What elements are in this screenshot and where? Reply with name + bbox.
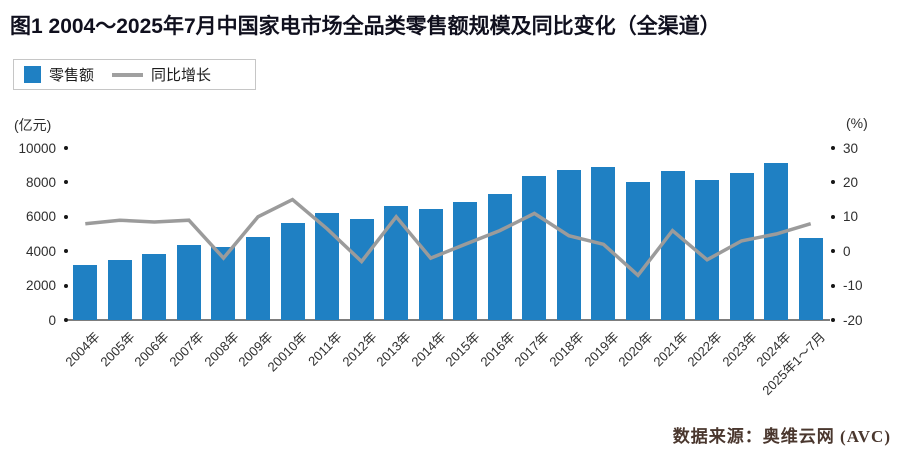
tick-dot <box>64 214 68 219</box>
right-tick-label: -20 <box>843 312 863 328</box>
x-tick-text: 2012年 <box>339 329 380 370</box>
bar <box>280 222 305 320</box>
left-axis-tick: 6000 <box>6 209 68 225</box>
right-tick-label: 10 <box>843 209 859 225</box>
right-tick-label: -10 <box>843 278 863 294</box>
data-source: 数据来源：奥维云网 (AVC) <box>672 427 891 446</box>
right-tick-label: 20 <box>843 174 859 190</box>
bar <box>73 264 98 320</box>
bar <box>522 175 547 320</box>
left-tick-label: 4000 <box>25 243 56 259</box>
x-tick-text: 2014年 <box>408 329 449 370</box>
chart-title: 图1 2004～2025年7月中国家电市场全品类零售额规模及同比变化（全渠道） <box>10 15 721 38</box>
x-tick-text: 2022年 <box>684 329 725 370</box>
left-axis-tick: 4000 <box>6 243 68 259</box>
right-axis-tick: 20 <box>831 174 897 190</box>
right-tick-label: 30 <box>843 140 859 156</box>
right-axis-tick: -10 <box>831 278 897 294</box>
bar <box>176 245 201 320</box>
tick-dot <box>831 214 835 219</box>
growth-line <box>85 197 812 278</box>
right-axis-unit: (%) <box>846 115 868 131</box>
bar <box>660 171 685 320</box>
bar <box>764 163 789 320</box>
x-tick-text: 2018年 <box>546 329 587 370</box>
legend-line-swatch <box>112 72 144 77</box>
bar <box>556 170 581 320</box>
bar <box>487 194 512 320</box>
bar <box>246 236 270 320</box>
tick-dot <box>831 180 835 185</box>
x-axis-line <box>68 319 830 321</box>
x-tick-text: 2005年 <box>97 329 138 370</box>
right-axis-tick: 10 <box>831 209 897 225</box>
x-tick-text: 2015年 <box>442 329 483 370</box>
left-axis-tick: 2000 <box>6 278 68 294</box>
x-tick-text: 2006年 <box>131 329 173 370</box>
tick-dot <box>64 180 68 185</box>
tick-dot <box>64 249 68 254</box>
bar <box>107 259 132 320</box>
x-tick-text: 2021年 <box>650 329 691 370</box>
tick-dot <box>831 283 835 288</box>
growth-line-series <box>85 197 812 278</box>
bar <box>626 182 650 320</box>
bar <box>453 202 478 320</box>
bar <box>418 209 443 320</box>
x-tick-text: 2017年 <box>511 329 553 370</box>
legend-line-label: 同比增长 <box>151 67 212 84</box>
bar <box>349 218 374 320</box>
bar <box>798 238 823 320</box>
x-tick-text: 2013年 <box>373 329 414 370</box>
right-axis-tick: -20 <box>831 312 897 328</box>
legend-bar-swatch <box>24 66 41 83</box>
right-axis-tick: 0 <box>831 243 897 259</box>
tick-dot <box>831 146 835 150</box>
x-tick-text: 2008年 <box>200 329 242 370</box>
left-axis-unit: (亿元) <box>14 117 52 133</box>
left-axis-tick: 10000 <box>6 140 68 156</box>
right-tick-label: 0 <box>843 243 851 259</box>
left-axis-tick: 8000 <box>6 174 68 190</box>
tick-dot <box>64 283 68 288</box>
left-tick-label: 6000 <box>25 209 56 225</box>
x-tick-text: 2004年 <box>62 329 103 370</box>
x-tick-text: 2007年 <box>166 329 207 370</box>
x-tick-text: 2020年 <box>615 329 656 370</box>
legend-box: 零售额 同比增长 <box>13 59 256 90</box>
x-tick-text: 2019年 <box>580 329 622 370</box>
legend-bar-label: 零售额 <box>49 67 95 84</box>
left-axis-tick: 0 <box>6 312 68 328</box>
tick-dot <box>831 318 835 322</box>
tick-dot <box>64 318 68 322</box>
left-tick-label: 0 <box>48 312 56 328</box>
x-tick-text: 2023年 <box>719 329 760 370</box>
x-tick-text: 2011年 <box>305 329 345 369</box>
left-tick-label: 10000 <box>18 140 56 156</box>
right-axis-tick: 30 <box>831 140 897 156</box>
bar <box>142 253 167 320</box>
left-tick-label: 2000 <box>25 278 56 294</box>
tick-dot <box>64 146 68 150</box>
x-tick-text: 2016年 <box>477 329 518 370</box>
tick-dot <box>831 249 835 254</box>
bar <box>695 179 720 320</box>
left-tick-label: 8000 <box>25 174 56 190</box>
